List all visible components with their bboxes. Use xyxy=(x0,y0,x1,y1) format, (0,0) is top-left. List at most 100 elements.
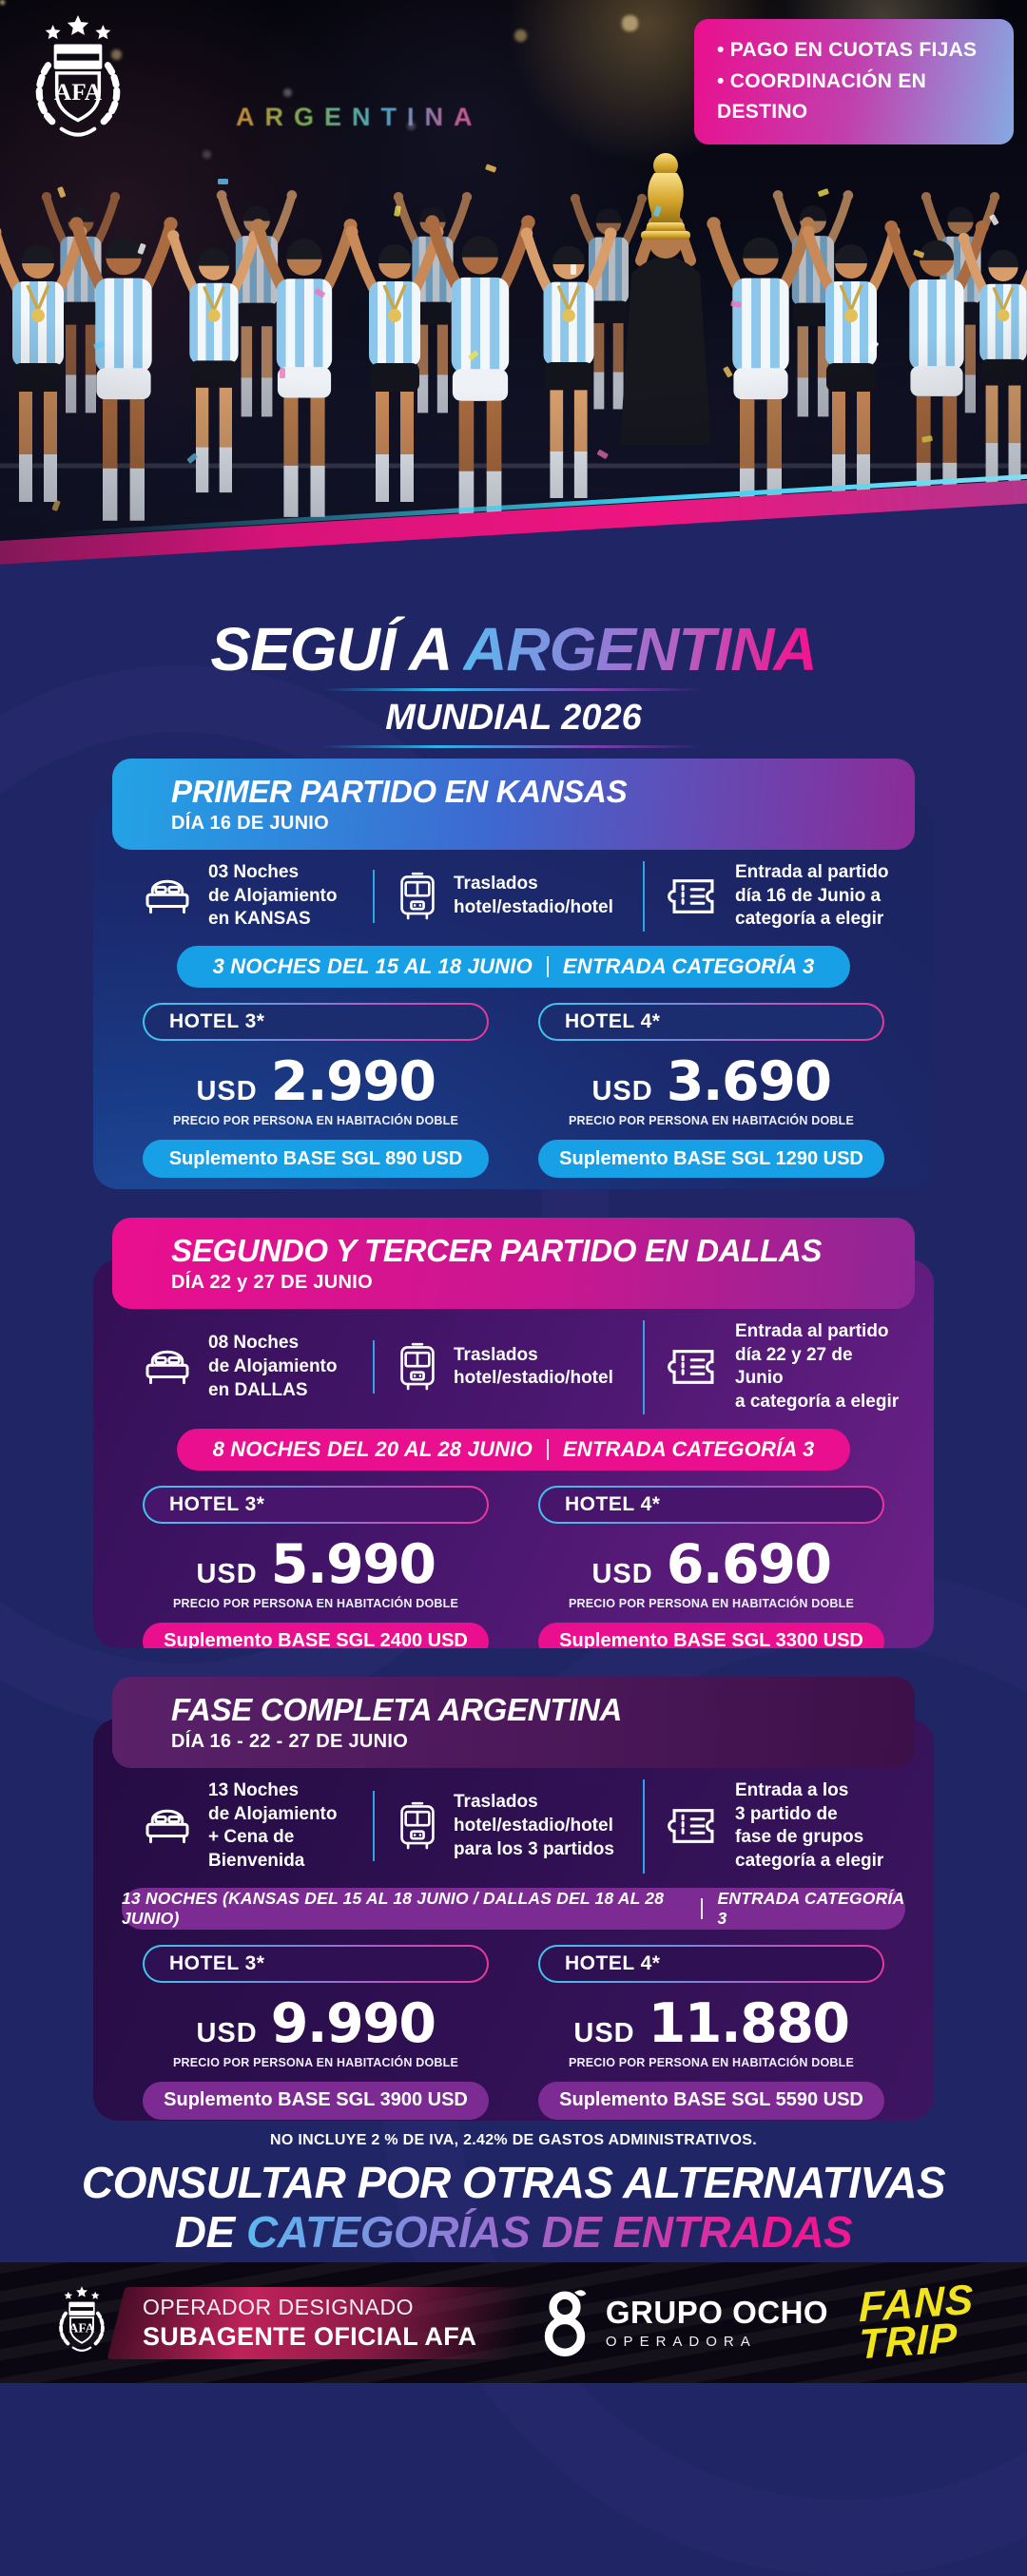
currency: USD xyxy=(591,1076,653,1107)
stadium-lights xyxy=(0,0,5,5)
page-subtitle: MUNDIAL 2026 xyxy=(385,698,642,739)
grupo-ocho-sub: OPERADORA xyxy=(605,2333,757,2350)
card-title: PRIMER PARTIDO EN KANSAS xyxy=(171,774,628,809)
footer: AFA OPERADOR DESIGNADO SUBAGENTE OFICIAL… xyxy=(0,2262,1027,2383)
hotel-label: HOTEL 3* xyxy=(143,1945,489,1983)
card-header: PRIMER PARTIDO EN KANSAS DÍA 16 DE JUNIO xyxy=(112,759,915,850)
feature-text: Entrada a los 3 partido de fase de grupo… xyxy=(735,1780,884,1872)
feature-transfers: Traslados hotel/estadio/hotel xyxy=(373,870,643,924)
card-title: SEGUNDO Y TERCER PARTIDO EN DALLAS xyxy=(171,1233,823,1268)
ticket-icon xyxy=(668,1809,714,1844)
price-caption: PRECIO POR PERSONA EN HABITACIÓN DOBLE xyxy=(569,1596,854,1610)
cta-line-2: DE CATEGORÍAS DE ENTRADAS xyxy=(0,2206,1027,2258)
banner-left: 3 NOCHES DEL 15 AL 18 JUNIO xyxy=(212,954,533,979)
hotel-label: HOTEL 3* xyxy=(143,1486,489,1524)
afa-logo: AFA xyxy=(35,15,121,137)
card-body: 03 Noches de Alojamiento en KANSAS Trasl… xyxy=(93,800,934,1189)
hotel-label: HOTEL 4* xyxy=(538,1003,884,1041)
features-row: 03 Noches de Alojamiento en KANSAS Trasl… xyxy=(122,861,905,932)
cta-line-2-prefix: DE xyxy=(174,2206,235,2257)
title-block: SEGUÍ A ARGENTINA MUNDIAL 2026 xyxy=(0,608,1027,759)
currency: USD xyxy=(573,2017,635,2048)
currency: USD xyxy=(196,1558,258,1589)
fans-trip-logo: FANS TRIP xyxy=(859,2276,974,2367)
price-option-hotel4: HOTEL 4* USD 11.880 PRECIO POR PERSONA E… xyxy=(538,1945,884,2120)
footer-grupo-ocho: GRUPO OCHO OPERADORA xyxy=(539,2283,828,2363)
package-card-dallas: SEGUNDO Y TERCER PARTIDO EN DALLAS DÍA 2… xyxy=(93,1218,934,1648)
cta-line-2-highlight: CATEGORÍAS DE ENTRADAS xyxy=(245,2206,853,2257)
features-row: 08 Noches de Alojamiento en DALLAS Trasl… xyxy=(122,1320,905,1414)
banner-left: 13 NOCHES (KANSAS DEL 15 AL 18 JUNIO / D… xyxy=(122,1888,665,1928)
flyer-page: { "badge": {"lines": ["• PAGO EN CUOTAS … xyxy=(0,0,1027,2383)
amount: 9.990 xyxy=(270,1991,436,2055)
feature-text: Traslados hotel/estadio/hotel xyxy=(454,874,613,918)
feature-text: 08 Noches de Alojamiento en DALLAS xyxy=(208,1333,338,1400)
hotel-label: HOTEL 4* xyxy=(538,1945,884,1983)
feature-text: Entrada al partido día 22 y 27 de Junio … xyxy=(735,1321,900,1413)
bus-icon xyxy=(400,872,435,920)
divider-line xyxy=(323,745,704,749)
price: USD 2.990 xyxy=(143,1050,489,1114)
price: USD 9.990 xyxy=(143,1991,489,2055)
package-banner: 13 NOCHES (KANSAS DEL 15 AL 18 JUNIO / D… xyxy=(122,1887,905,1930)
feature-text: 13 Noches de Alojamiento + Cena de Bienv… xyxy=(208,1780,338,1872)
banner-separator xyxy=(546,1438,549,1460)
price-option-hotel3: HOTEL 3* USD 2.990 PRECIO POR PERSONA EN… xyxy=(143,1003,489,1179)
feature-lodging: 03 Noches de Alojamiento en KANSAS xyxy=(141,861,373,932)
feature-ticket: Entrada al partido día 16 de Junio a cat… xyxy=(643,861,901,932)
bed-icon xyxy=(145,1351,189,1385)
feature-lodging: 13 Noches de Alojamiento + Cena de Bienv… xyxy=(141,1779,373,1874)
hero-photo: ARGENTINA xyxy=(0,0,1027,608)
grupo-ocho-logo xyxy=(544,2289,587,2356)
amount: 11.880 xyxy=(648,1991,850,2055)
currency: USD xyxy=(196,2017,258,2048)
currency: USD xyxy=(196,1076,258,1107)
price-options: HOTEL 3* USD 5.990 PRECIO POR PERSONA EN… xyxy=(122,1486,905,1648)
amount: 2.990 xyxy=(270,1050,436,1114)
card-body: 08 Noches de Alojamiento en DALLAS Trasl… xyxy=(93,1259,934,1648)
package-card-kansas: PRIMER PARTIDO EN KANSAS DÍA 16 DE JUNIO… xyxy=(93,759,934,1189)
price: USD 6.690 xyxy=(538,1532,884,1596)
features-row: 13 Noches de Alojamiento + Cena de Bienv… xyxy=(122,1779,905,1874)
supplement-pill: Suplemento BASE SGL 890 USD xyxy=(143,1140,489,1179)
price-option-hotel4: HOTEL 4* USD 6.690 PRECIO POR PERSONA EN… xyxy=(538,1486,884,1648)
hotel-label: HOTEL 4* xyxy=(538,1486,884,1524)
amount: 6.690 xyxy=(666,1532,832,1596)
badge-line-2: • COORDINACIÓN EN DESTINO xyxy=(717,69,927,124)
cta-text: CONSULTAR POR OTRAS ALTERNATIVAS DE CATE… xyxy=(0,2158,1027,2258)
feature-transfers: Traslados hotel/estadio/hotel xyxy=(373,1340,643,1394)
feature-text: Entrada al partido día 16 de Junio a cat… xyxy=(735,862,889,930)
operator-text: OPERADOR DESIGNADO SUBAGENTE OFICIAL AFA xyxy=(129,2285,509,2361)
price: USD 3.690 xyxy=(538,1050,884,1114)
price-option-hotel3: HOTEL 3* USD 9.990 PRECIO POR PERSONA EN… xyxy=(143,1945,489,2120)
bus-icon xyxy=(400,1343,435,1391)
banner-separator xyxy=(546,956,549,978)
price: USD 5.990 xyxy=(143,1532,489,1596)
grupo-ocho-text: GRUPO OCHO OPERADORA xyxy=(606,2297,828,2350)
price-caption: PRECIO POR PERSONA EN HABITACIÓN DOBLE xyxy=(569,1114,854,1128)
title-prefix: SEGUÍ A xyxy=(210,615,450,683)
banner-right: ENTRADA CATEGORÍA 3 xyxy=(562,1436,815,1461)
banner-separator xyxy=(701,1897,704,1919)
amount: 3.690 xyxy=(666,1050,832,1114)
cta-line-1: CONSULTAR POR OTRAS ALTERNATIVAS xyxy=(81,2158,946,2207)
amount: 5.990 xyxy=(270,1532,436,1596)
supplement-pill: Suplemento BASE SGL 3300 USD xyxy=(538,1622,884,1648)
feature-text: Traslados hotel/estadio/hotel xyxy=(454,1344,613,1389)
operator-line-1: OPERADOR DESIGNADO xyxy=(143,2294,415,2319)
card-header: FASE COMPLETA ARGENTINA DÍA 16 - 22 - 27… xyxy=(112,1677,915,1768)
afa-monogram: AFA xyxy=(54,79,103,106)
promo-badge: • PAGO EN CUOTAS FIJAS • COORDINACIÓN EN… xyxy=(694,19,1014,144)
card-header: SEGUNDO Y TERCER PARTIDO EN DALLAS DÍA 2… xyxy=(112,1218,915,1309)
package-banner: 3 NOCHES DEL 15 AL 18 JUNIO ENTRADA CATE… xyxy=(176,946,851,989)
bus-icon xyxy=(400,1802,435,1850)
currency: USD xyxy=(591,1558,653,1589)
price-caption: PRECIO POR PERSONA EN HABITACIÓN DOBLE xyxy=(173,2055,458,2069)
ticket-icon xyxy=(668,1350,714,1385)
card-subtitle: DÍA 22 y 27 DE JUNIO xyxy=(171,1272,374,1293)
afa-monogram: AFA xyxy=(69,2320,95,2335)
supplement-pill: Suplemento BASE SGL 1290 USD xyxy=(538,1140,884,1179)
card-subtitle: DÍA 16 DE JUNIO xyxy=(171,813,330,834)
title-highlight: ARGENTINA xyxy=(463,615,817,683)
tax-note: NO INCLUYE 2 % DE IVA, 2.42% DE GASTOS A… xyxy=(270,2132,757,2148)
